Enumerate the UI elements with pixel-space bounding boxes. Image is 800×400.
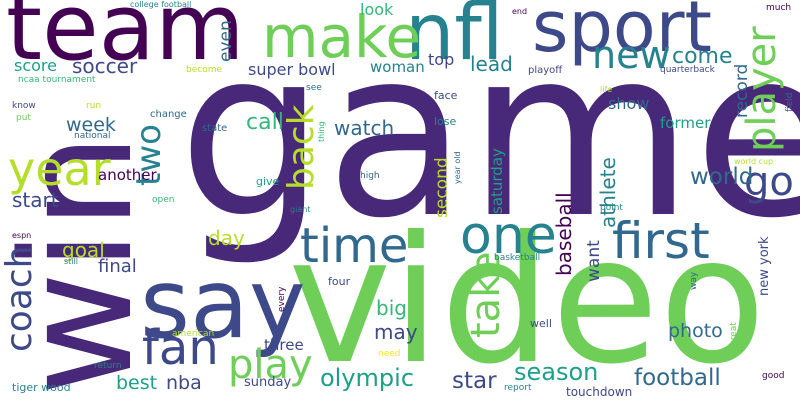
word-say: say [140,248,306,360]
word-college-football: college football [130,0,192,9]
word-video: video [288,200,767,400]
word-know: know [12,101,36,111]
word-every: every [277,286,287,312]
word-good: good [762,371,785,381]
word-go: go [744,159,794,205]
word-first: first [612,212,710,270]
word-week: week [66,114,116,136]
word-saturday: saturday [488,148,506,214]
word-face: face [434,89,458,102]
word-tiger-wood: tiger wood [12,381,71,394]
word-best: best [116,372,158,394]
word-show: show [608,94,650,113]
word-world: world [690,164,754,190]
word-way: way [689,271,699,290]
word-field: field [785,92,795,112]
word-record: record [732,63,752,118]
word-new-york: new york [757,236,772,296]
word-great: great [729,322,739,346]
word-top: top [428,50,455,69]
word-final: final [98,256,137,277]
word-watch: watch [334,116,395,140]
word-thing: thing [317,121,326,142]
word-need: need [378,349,401,359]
word-much: much [766,3,792,13]
word-nfl: nfl [405,0,504,78]
word-well: well [530,317,552,330]
word-athlete: athlete [596,157,620,228]
word-lose: lose [434,115,457,128]
word-american: american [172,329,215,339]
word-team: team [6,0,245,81]
word-former: former [660,114,711,132]
word-another: another [98,166,157,184]
word-report: report [504,383,532,393]
word-game: game [178,0,800,269]
word-run: run [86,101,102,111]
word-year: year [8,142,111,196]
word-become: become [186,65,223,75]
word-play: play [228,342,313,388]
word-ncaa-tournament: ncaa tournament [18,75,96,85]
word-point: point [600,203,623,213]
word-even: even [216,20,236,62]
word-one: one [460,206,557,266]
word-new: new [592,33,671,77]
word-quarterback: quarterback [660,65,715,75]
word-soccer: soccer [72,54,138,78]
word-change: change [150,109,187,120]
word-star: star [452,368,497,394]
word-high: high [360,171,380,181]
word-espn: espn [12,231,32,240]
word-put: put [16,113,31,123]
word-want: want [584,240,604,282]
word-football: football [634,365,721,391]
word-state: state [202,123,228,134]
word-score: score [14,56,57,75]
word-second: second [432,157,452,218]
word-nba: nba [166,372,202,394]
word-lead: lead [470,52,513,76]
word-big: big [376,296,407,320]
word-basketball: basketball [494,253,541,263]
word-playoff: playoff [528,65,563,76]
word-end: end [512,7,528,16]
word-touchdown: touchdown [566,385,633,399]
word-still: still [64,257,78,266]
word-super-bowl: super bowl [248,60,336,79]
word-goal: goal [62,238,105,262]
word-come: come [672,44,733,69]
word-start: start [12,188,59,212]
word-national: national [74,131,111,141]
word-make: make [262,3,422,71]
word-three: three [264,336,304,354]
word-world-cup: world cup [734,157,774,166]
word-take: take [463,251,509,338]
word-look: look [360,0,394,19]
word-see: see [306,83,322,93]
word-return: return [94,361,122,371]
word-baseball: baseball [552,192,576,276]
word-year-old: year old [453,151,462,184]
word-life: life [600,85,613,94]
word-may: may [374,320,418,344]
word-four: four [328,275,351,288]
word-season: season [514,358,599,386]
word-giant: giant [290,205,311,214]
word-sport: sport [532,0,712,68]
word-fan: fan [142,320,219,376]
word-olympic: olympic [320,364,415,392]
word-day: day [208,226,245,250]
word-coach: coach [0,245,40,353]
word-give: give [256,175,280,188]
word-photo: photo [668,320,723,342]
word-call: call [246,110,284,135]
word-sunday: sunday [244,375,292,390]
word-open: open [152,195,175,205]
word-woman: woman [370,58,425,76]
word-time: time [300,218,409,274]
word-back: back [281,104,322,190]
